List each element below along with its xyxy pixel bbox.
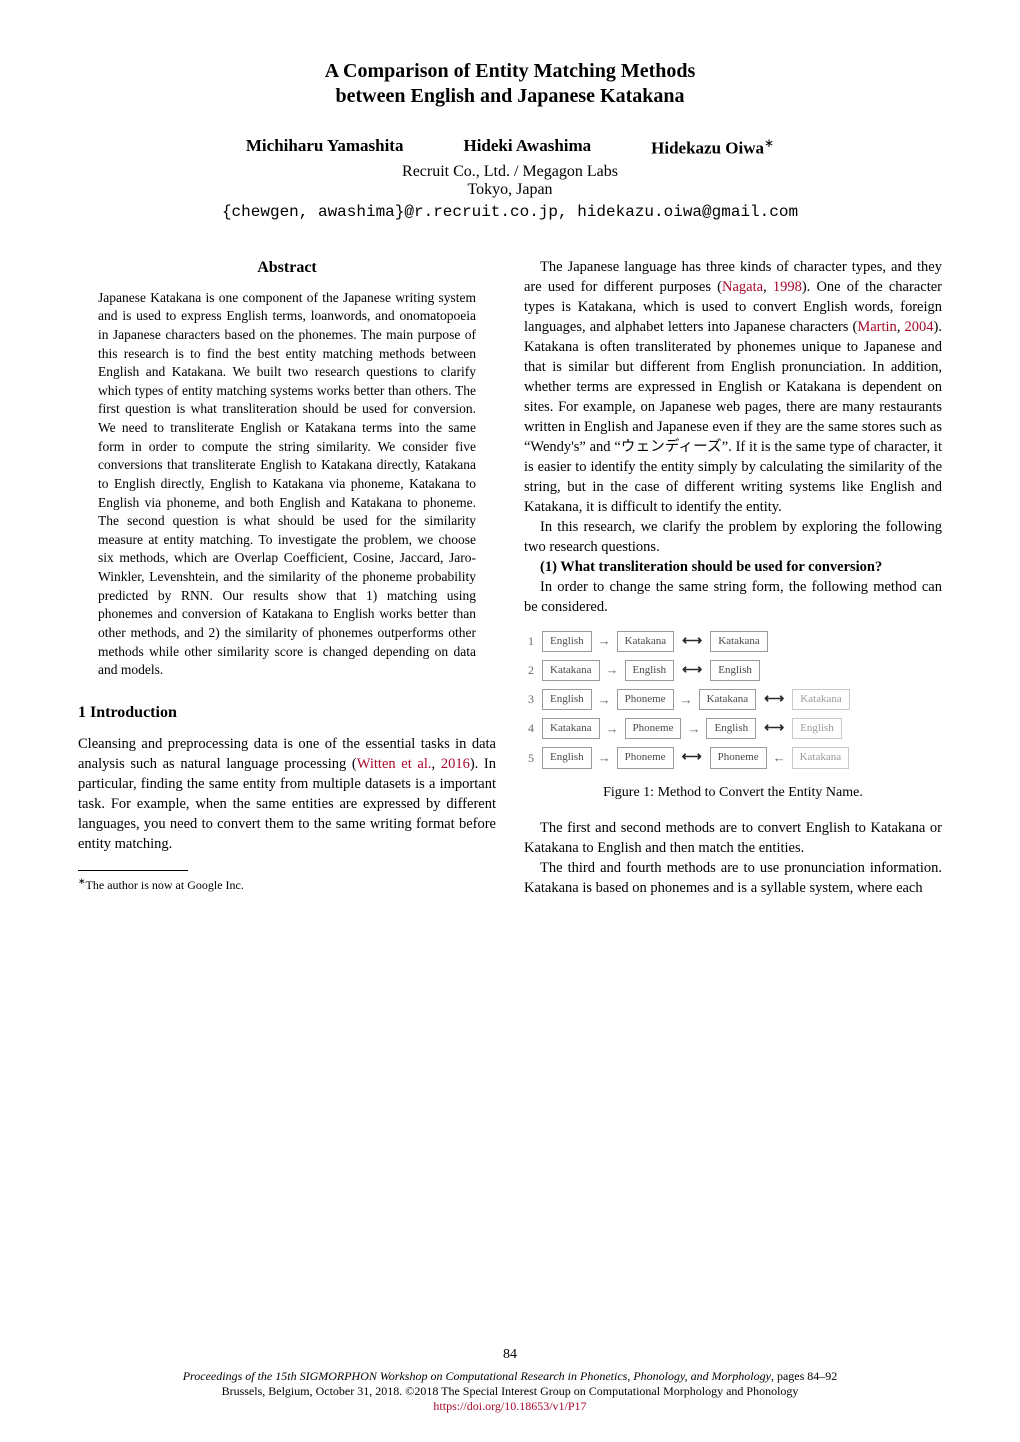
affiliation-2: Tokyo, Japan [78, 181, 942, 199]
author-2: Hideki Awashima [463, 136, 591, 159]
figure-1-row-4-chip-3: English [706, 718, 756, 739]
footer-doi-link[interactable]: https://doi.org/10.18653/v1/P17 [433, 1399, 586, 1413]
right-para-2: In this research, we clarify the problem… [524, 517, 942, 557]
figure-1-row-3-chip-2: Phoneme [617, 689, 674, 710]
match-arrow-icon: ⟷ [764, 719, 784, 738]
figure-1-row-3-num: 3 [524, 691, 542, 708]
figure-1-row-1-target: Katakana [710, 631, 768, 652]
match-arrow-icon: ⟷ [682, 748, 702, 767]
match-arrow-icon: ⟷ [682, 661, 702, 680]
arrow-icon: → [606, 661, 619, 679]
right-para-4: The first and second methods are to conv… [524, 818, 942, 858]
figure-1-row-2-chip-1: Katakana [542, 660, 600, 681]
figure-1-row-5-target-final: Katakana [792, 747, 850, 768]
figure-1-row-4-chip-2: Phoneme [625, 718, 682, 739]
author-star: ∗ [764, 136, 774, 150]
figure-1-row-3-chip-3: Katakana [699, 689, 757, 710]
citation-martin-year[interactable]: 2004 [905, 319, 934, 335]
figure-1-row-5: 5 English → Phoneme ⟷ Phoneme ← Katakana [524, 747, 942, 768]
author-3: Hidekazu Oiwa∗ [651, 136, 774, 159]
author-1: Michiharu Yamashita [246, 136, 404, 159]
figure-1-row-3-chip-1: English [542, 689, 592, 710]
citation-witten[interactable]: Witten et al. [357, 756, 432, 772]
footer-proceedings: Proceedings of the 15th SIGMORPHON Works… [183, 1369, 771, 1383]
arrow-icon: → [598, 632, 611, 650]
figure-1-row-5-chip-2: Phoneme [617, 747, 674, 768]
figure-1-row-2-target: English [710, 660, 760, 681]
figure-1-row-4-num: 4 [524, 720, 542, 737]
figure-1-row-5-target-chip: Phoneme [710, 747, 767, 768]
intro-para-1: Cleansing and preprocessing data is one … [78, 734, 496, 854]
section-1-heading: 1 Introduction [78, 702, 496, 724]
footer-copyright: Brussels, Belgium, October 31, 2018. ©20… [78, 1384, 942, 1399]
figure-1-row-4: 4 Katakana → Phoneme → English ⟷ English [524, 718, 942, 739]
figure-1-row-4-chip-1: Katakana [542, 718, 600, 739]
footnote-star: ∗ [78, 876, 86, 886]
figure-1-caption: Figure 1: Method to Convert the Entity N… [524, 783, 942, 802]
paper-title-line2: between English and Japanese Katakana [78, 85, 942, 108]
right-para-5: The third and fourth methods are to use … [524, 858, 942, 898]
figure-1-row-2-chip-2: English [625, 660, 675, 681]
figure-1: 1 English → Katakana ⟷ Katakana 2 Kataka… [524, 631, 942, 769]
arrow-icon: ← [773, 749, 786, 767]
figure-1-row-3-target: Katakana [792, 689, 850, 710]
figure-1-row-2: 2 Katakana → English ⟷ English [524, 660, 942, 681]
figure-1-row-4-target: English [792, 718, 842, 739]
match-arrow-icon: ⟷ [764, 690, 784, 709]
research-question-1: (1) What transliteration should be used … [524, 557, 942, 577]
figure-1-row-1: 1 English → Katakana ⟷ Katakana [524, 631, 942, 652]
footnote-text: The author is now at Google Inc. [86, 878, 244, 892]
right-para-3: In order to change the same string form,… [524, 577, 942, 617]
figure-1-row-3: 3 English → Phoneme → Katakana ⟷ Katakan… [524, 689, 942, 710]
arrow-icon: → [680, 691, 693, 709]
citation-nagata-year[interactable]: 1998 [773, 279, 802, 295]
arrow-icon: → [598, 749, 611, 767]
author-line: Michiharu Yamashita Hideki Awashima Hide… [78, 136, 942, 159]
paper-title-line1: A Comparison of Entity Matching Methods [78, 60, 942, 83]
right-column: The Japanese language has three kinds of… [524, 257, 942, 898]
page-footer: 84 Proceedings of the 15th SIGMORPHON Wo… [78, 1347, 942, 1414]
intro-text-a: Cleansing and preprocessing data is one … [78, 736, 496, 772]
footnote-rule [78, 870, 188, 871]
figure-1-row-2-num: 2 [524, 662, 542, 679]
two-column-body: Abstract Japanese Katakana is one compon… [78, 257, 942, 898]
footnote: ∗The author is now at Google Inc. [78, 875, 496, 894]
footer-pages: , pages 84–92 [771, 1369, 837, 1383]
abstract-body: Japanese Katakana is one component of th… [78, 289, 496, 680]
figure-1-row-5-num: 5 [524, 750, 542, 767]
figure-1-row-1-chip-2: Katakana [617, 631, 675, 652]
right-para-1: The Japanese language has three kinds of… [524, 257, 942, 517]
arrow-icon: → [598, 691, 611, 709]
citation-martin[interactable]: Martin [857, 319, 896, 335]
emails: {chewgen, awashima}@r.recruit.co.jp, hid… [78, 203, 942, 221]
abstract-heading: Abstract [78, 257, 496, 279]
citation-witten-year[interactable]: 2016 [441, 756, 470, 772]
author-3-name: Hidekazu Oiwa [651, 139, 764, 158]
citation-nagata[interactable]: Nagata [722, 279, 763, 295]
arrow-icon: → [606, 720, 619, 738]
figure-1-row-1-num: 1 [524, 633, 542, 650]
figure-1-row-1-chip-1: English [542, 631, 592, 652]
right-text-c: ). Katakana is often transliterated by p… [524, 319, 942, 515]
page-number: 84 [78, 1347, 942, 1363]
match-arrow-icon: ⟷ [682, 632, 702, 651]
left-column: Abstract Japanese Katakana is one compon… [78, 257, 496, 898]
arrow-icon: → [687, 720, 700, 738]
affiliation-1: Recruit Co., Ltd. / Megagon Labs [78, 163, 942, 181]
figure-1-row-5-chip-1: English [542, 747, 592, 768]
